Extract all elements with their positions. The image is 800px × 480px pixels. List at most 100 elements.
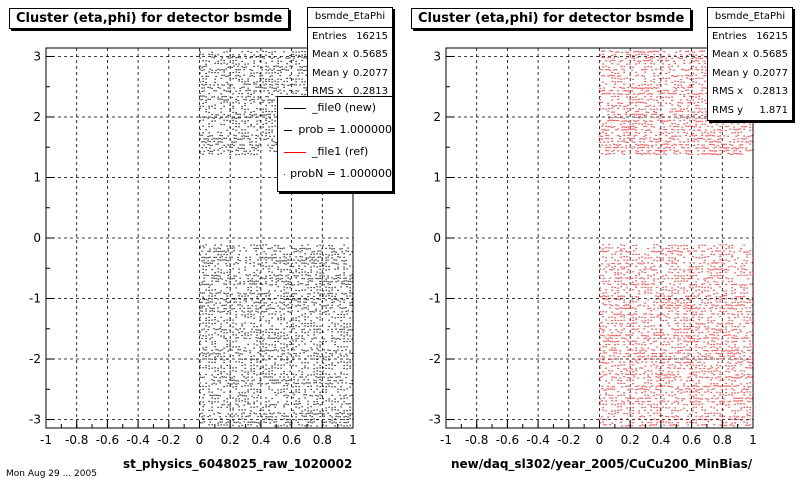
data-point	[297, 379, 299, 381]
data-point	[625, 111, 627, 114]
data-point	[333, 248, 335, 250]
data-point	[286, 385, 288, 387]
data-point	[261, 114, 263, 116]
data-point	[611, 111, 613, 113]
data-point	[311, 301, 313, 303]
data-point	[681, 251, 683, 253]
data-point	[262, 316, 264, 318]
data-point	[337, 299, 339, 301]
data-point	[633, 87, 635, 89]
data-point	[199, 301, 201, 304]
x-tick-label: -1	[40, 433, 52, 447]
data-point	[293, 293, 295, 295]
data-point	[629, 60, 631, 62]
data-point	[614, 274, 616, 276]
data-point	[259, 307, 261, 309]
data-point	[253, 54, 255, 56]
data-point	[256, 72, 258, 74]
data-point	[331, 322, 333, 324]
data-point	[232, 128, 234, 130]
data-point	[605, 134, 607, 136]
data-point	[310, 355, 312, 357]
data-point	[244, 111, 246, 113]
data-point	[257, 293, 259, 295]
data-point	[733, 152, 735, 154]
data-point	[617, 63, 619, 65]
data-point	[298, 320, 300, 322]
data-point	[671, 75, 673, 77]
data-point	[226, 265, 228, 267]
data-point	[211, 361, 213, 363]
data-point	[693, 60, 695, 63]
data-point	[639, 101, 641, 103]
data-point	[311, 422, 313, 424]
data-point	[704, 280, 706, 282]
data-point	[262, 244, 264, 246]
data-point	[725, 271, 727, 273]
data-point	[287, 421, 289, 423]
data-point	[647, 274, 649, 277]
data-point	[343, 401, 345, 403]
data-point	[259, 413, 261, 415]
data-point	[635, 284, 637, 286]
data-point	[659, 147, 661, 149]
data-point	[295, 299, 297, 301]
data-point	[349, 283, 351, 286]
data-point	[229, 374, 231, 376]
data-point	[641, 101, 643, 103]
data-point	[653, 50, 655, 52]
data-point	[239, 293, 241, 295]
data-point	[208, 385, 210, 387]
data-point	[651, 113, 653, 116]
data-point	[255, 56, 257, 58]
data-point	[643, 120, 645, 122]
data-point	[741, 138, 743, 140]
data-point	[215, 90, 217, 92]
data-point	[229, 325, 231, 327]
data-point	[686, 77, 688, 79]
data-point	[743, 122, 745, 124]
data-point	[211, 280, 213, 282]
data-point	[691, 125, 693, 127]
data-point	[647, 144, 649, 146]
data-point	[241, 93, 243, 95]
data-point	[208, 322, 210, 324]
data-point	[671, 57, 673, 59]
data-point	[322, 268, 324, 270]
data-point	[229, 256, 231, 258]
data-point	[223, 335, 225, 337]
data-point	[250, 424, 252, 426]
data-point	[251, 141, 253, 143]
data-point	[669, 295, 671, 298]
data-point	[657, 138, 659, 140]
data-point	[686, 132, 688, 134]
data-point	[665, 80, 667, 82]
data-point	[249, 113, 251, 115]
data-point	[680, 54, 682, 56]
data-point	[267, 137, 269, 140]
data-point	[653, 75, 655, 77]
data-point	[746, 292, 748, 294]
data-point	[215, 69, 217, 72]
data-point	[623, 256, 625, 258]
data-point	[293, 382, 295, 384]
data-point	[341, 260, 343, 262]
data-point	[220, 371, 222, 373]
data-point	[602, 280, 604, 283]
data-point	[211, 120, 213, 122]
data-point	[707, 147, 709, 149]
data-point	[752, 123, 754, 125]
data-point	[623, 134, 625, 137]
data-point	[698, 117, 700, 119]
data-point	[331, 376, 333, 378]
data-point	[310, 325, 312, 327]
data-point	[621, 268, 623, 270]
data-point	[244, 129, 246, 131]
data-point	[253, 90, 255, 92]
data-point	[315, 274, 317, 276]
data-point	[609, 56, 611, 58]
data-point	[307, 278, 309, 280]
data-point	[255, 90, 257, 92]
data-point	[275, 379, 277, 381]
data-point	[322, 358, 324, 360]
